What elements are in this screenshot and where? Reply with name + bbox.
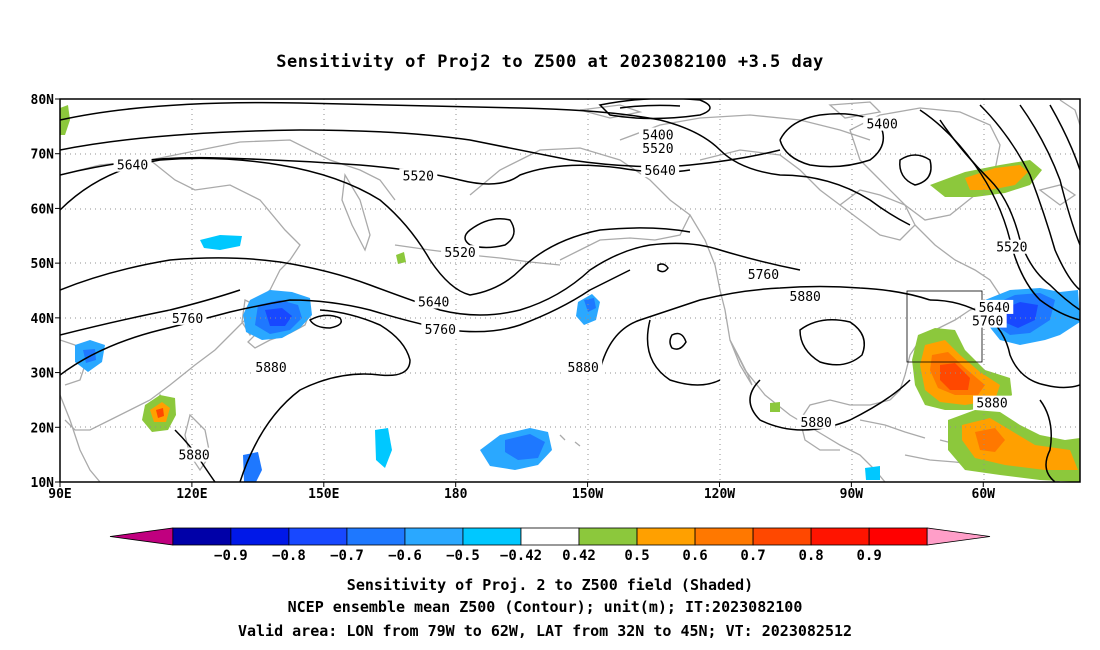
contour-label: 5760 [172, 312, 203, 327]
colorbar-max-triangle [926, 527, 991, 546]
lon-tick-label: 150W [572, 487, 603, 502]
lat-tick-label: 60N [31, 202, 55, 217]
lon-tick-label: 120W [704, 487, 735, 502]
contour-label: 5760 [425, 323, 456, 338]
colorbar-bin [462, 527, 522, 546]
contour-label: 5640 [117, 159, 148, 174]
colorbar-min-triangle [109, 527, 174, 546]
colorbar-bin [520, 527, 580, 546]
contour-label: 5640 [418, 295, 449, 310]
contour-label-bg [168, 310, 207, 325]
colorbar-label: 0.9 [856, 548, 881, 564]
contour-label-bg [421, 321, 460, 336]
contour-label-bg [797, 414, 836, 429]
figure-title: Sensitivity of Proj2 to Z500 at 20230821… [276, 52, 823, 72]
contour-label-bg [973, 395, 1012, 410]
contour-label-bg [744, 267, 783, 282]
lat-tick-label: 70N [31, 148, 55, 163]
contour-label-bg [252, 360, 291, 375]
lat-tick-label: 10N [31, 476, 55, 491]
contour-label-bg [638, 141, 677, 156]
colorbar: −0.9 −0.8 −0.7 −0.6 −0.5 −0.42 0.42 0.5 0.6 0.7 0.… [109, 527, 991, 564]
lat-tick-label: 30N [31, 367, 55, 382]
contour-label: 5640 [979, 301, 1010, 316]
colorbar-bin [868, 527, 928, 546]
contour-label-bg [113, 157, 152, 172]
colorbar-label: 0.7 [740, 548, 765, 564]
contour-label-bg [992, 239, 1031, 254]
lon-tick-label: 90E [48, 487, 71, 502]
lat-tick-label: 80N [31, 93, 55, 108]
colorbar-label: −0.8 [272, 548, 306, 564]
contour-label: 5520 [996, 241, 1027, 256]
contour-label-bg [863, 116, 902, 131]
contour-label: 5880 [255, 361, 286, 376]
plot-frame [59, 98, 1081, 483]
caption-line-2: NCEP ensemble mean Z500 (Contour); unit(… [288, 598, 803, 616]
colorbar-bin [810, 527, 870, 546]
longitude-axis: 90E 120E 150E 180 150W 120W 90W 60W [48, 482, 995, 502]
z500-contours [60, 99, 1080, 482]
contour-label-bg [968, 313, 1007, 328]
colorbar-bin [230, 527, 290, 546]
colorbar-bin [288, 527, 348, 546]
colorbar-label: 0.5 [624, 548, 649, 564]
contour-label-bg [975, 299, 1014, 314]
colorbar-bin [346, 527, 406, 546]
colorbar-label: 0.6 [682, 548, 707, 564]
lat-tick-label: 40N [31, 312, 55, 327]
colorbar-label: 0.8 [798, 548, 823, 564]
caption-line-3: Valid area: LON from 79W to 62W, LAT fro… [238, 622, 852, 640]
lon-tick-label: 60W [972, 487, 996, 502]
contour-label: 5880 [801, 416, 832, 431]
colorbar-label: −0.42 [500, 548, 542, 564]
colorbar-bin [404, 527, 464, 546]
contour-label: 5880 [178, 449, 209, 464]
contour-label-bg [399, 168, 438, 183]
sensitivity-shading [60, 105, 1080, 482]
latitude-axis: 80N 70N 60N 50N 40N 30N 20N 10N [31, 93, 60, 491]
colorbar-label: −0.7 [330, 548, 364, 564]
contour-label: 5880 [790, 290, 821, 305]
grid-lines [60, 99, 1080, 482]
colorbar-label: −0.5 [446, 548, 480, 564]
lon-tick-label: 120E [176, 487, 207, 502]
lon-tick-label: 90W [840, 487, 864, 502]
contour-label: 5400 [866, 118, 897, 133]
contour-label: 5880 [568, 361, 599, 376]
contour-label: 5760 [748, 268, 779, 283]
contour-label: 5400 [642, 129, 673, 144]
colorbar-label: −0.9 [214, 548, 248, 564]
contour-label: 5880 [976, 397, 1007, 412]
colorbar-label: 0.42 [562, 548, 596, 564]
lat-tick-label: 20N [31, 421, 55, 436]
colorbar-bin [578, 527, 638, 546]
contour-label: 5520 [403, 170, 434, 185]
colorbar-label: −0.6 [388, 548, 422, 564]
contour-label-bg [414, 294, 453, 309]
lon-tick-label: 150E [308, 487, 339, 502]
contour-label: 5760 [972, 315, 1003, 330]
contour-label-bg [786, 288, 825, 303]
lat-tick-label: 50N [31, 257, 55, 272]
contour-label-bg [175, 447, 214, 462]
lon-tick-label: 180 [444, 487, 468, 502]
contour-label: 5520 [642, 142, 673, 157]
colorbar-bin [694, 527, 754, 546]
colorbar-bin [172, 527, 232, 546]
contour-label-bg [564, 360, 603, 375]
contour-label: 5520 [444, 246, 475, 261]
caption-line-1: Sensitivity of Proj. 2 to Z500 field (Sh… [347, 576, 753, 594]
contour-label-bg [638, 127, 677, 142]
contour-label-bg [641, 163, 680, 178]
contour-label: 5640 [644, 164, 675, 179]
contour-label-bg [441, 245, 480, 260]
colorbar-bin [636, 527, 696, 546]
colorbar-bin [752, 527, 812, 546]
